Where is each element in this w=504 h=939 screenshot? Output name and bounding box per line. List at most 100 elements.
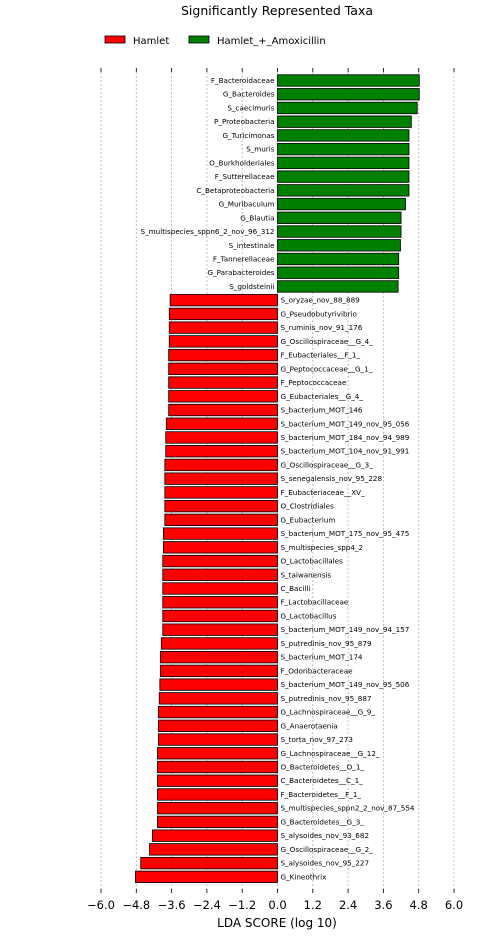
bars bbox=[135, 74, 420, 883]
bar bbox=[168, 390, 278, 403]
bar bbox=[157, 719, 278, 732]
x-tick-label: 3.6 bbox=[374, 898, 392, 912]
bar bbox=[162, 596, 278, 609]
legend: Hamlet Hamlet_+_Amoxicillin bbox=[104, 35, 326, 47]
bar-label: S_bacterium_MOT_104_nov_91_991 bbox=[281, 447, 410, 456]
bar bbox=[159, 678, 278, 691]
bar bbox=[164, 499, 278, 513]
bar bbox=[277, 266, 400, 279]
legend-label-hamlet-amoxicillin: Hamlet_+_Amoxicillin bbox=[217, 36, 326, 47]
bar bbox=[157, 705, 278, 719]
bar-label: G_Lachnospiraceae__G_12_ bbox=[281, 749, 380, 758]
bar bbox=[277, 115, 412, 128]
bar bbox=[157, 788, 278, 801]
bar bbox=[157, 733, 278, 746]
bar bbox=[277, 184, 410, 197]
bar-label: S_caecimuris bbox=[227, 103, 274, 112]
bar bbox=[157, 760, 278, 774]
bar bbox=[165, 445, 278, 458]
bar bbox=[149, 843, 278, 856]
bar bbox=[160, 664, 278, 678]
bar-label: S_multispecies_sppn6_2_nov_96_312 bbox=[141, 227, 275, 236]
bar bbox=[157, 815, 278, 829]
bar bbox=[168, 362, 278, 375]
bar-label: F_Eubacteriales__F_1_ bbox=[281, 351, 361, 360]
bar-label: S_bacterium_MOT_149_nov_94_157 bbox=[281, 625, 410, 634]
bar bbox=[160, 637, 278, 650]
bar-label: S_putredinis_nov_95_887 bbox=[281, 694, 372, 703]
bar-label: S_alysoides_nov_95_227 bbox=[281, 859, 370, 868]
x-axis: −6.0 −4.8 −3.6 −2.4 −1.2 0.0 1.2 2.4 3.6 4.8 6.0 bbox=[87, 68, 463, 912]
x-tick-label: −1.2 bbox=[228, 898, 256, 912]
bar bbox=[277, 129, 410, 142]
bar-label: G_Bacteroidetes__G_3_ bbox=[281, 817, 365, 826]
bar bbox=[165, 417, 278, 430]
bar bbox=[157, 802, 278, 815]
bar-label: G_Blautia bbox=[240, 213, 274, 222]
bar bbox=[277, 156, 410, 170]
bar-label: G_Oscillospiraceae__G_3_ bbox=[281, 460, 374, 469]
bar bbox=[162, 582, 278, 595]
bar-label: F_Peptococcaceae bbox=[281, 378, 347, 387]
bar bbox=[165, 431, 278, 444]
bar bbox=[277, 101, 418, 115]
bar-label: C_Bacilli bbox=[281, 584, 311, 593]
bar-label: G_Turicimonas bbox=[222, 131, 274, 140]
bar-label: G_Eubacteriales__G_4_ bbox=[281, 392, 364, 401]
bar-label: S_bacterium_MOT_146 bbox=[281, 406, 363, 415]
bar-label: F_Eubacteriaceae__XV_ bbox=[281, 488, 366, 497]
bar-label: O_Lactobacillales bbox=[281, 557, 344, 566]
bar bbox=[162, 568, 278, 581]
bar bbox=[277, 225, 402, 238]
bar-label: O_Bacteroidetes__O_1_ bbox=[281, 763, 365, 772]
bar-labels: F_Bacteroidaceae G_Bacteroides S_caecimuri… bbox=[141, 76, 415, 881]
bar-label: S_bacterium_MOT_149_nov_95_506 bbox=[281, 680, 410, 689]
bar bbox=[162, 623, 278, 636]
bar bbox=[277, 74, 420, 87]
bar-label: G_Oscillospiraceae__G_2_ bbox=[281, 845, 374, 854]
x-tick-label: −6.0 bbox=[87, 898, 115, 912]
bar-label: G_Eubacterium bbox=[281, 515, 336, 524]
bar-label: S_intestinale bbox=[229, 241, 275, 250]
x-tick-label: 1.2 bbox=[304, 898, 322, 912]
bar bbox=[277, 280, 399, 293]
bar bbox=[164, 513, 278, 527]
x-tick-label: −4.8 bbox=[122, 898, 150, 912]
bar-label: S_alysoides_nov_93_682 bbox=[281, 831, 370, 840]
x-tick-label: 4.8 bbox=[410, 898, 428, 912]
legend-label-hamlet: Hamlet bbox=[133, 36, 169, 47]
bar bbox=[164, 472, 278, 485]
bar-label: S_muris bbox=[246, 145, 275, 154]
bar-label: G_Peptococcaceae__G_1_ bbox=[281, 364, 373, 373]
bar-label: O_Burkholderiales bbox=[209, 158, 275, 167]
bar-label: G_Lactobacillus bbox=[281, 611, 337, 620]
legend-swatch-hamlet-amoxicillin bbox=[188, 35, 210, 44]
bar bbox=[162, 527, 278, 540]
bar bbox=[135, 870, 278, 883]
bar-label: G_Oscillospiraceae__G_4_ bbox=[281, 337, 374, 346]
bar bbox=[162, 554, 278, 568]
bar-label: G_Anaerotaenia bbox=[281, 721, 338, 730]
bar bbox=[277, 142, 410, 156]
bar-label: S_multispecies_spp4_2 bbox=[281, 543, 364, 552]
bar bbox=[157, 747, 278, 760]
bar-label: S_torta_nov_97_273 bbox=[281, 735, 353, 744]
bar-label: F_Odoribacteraceae bbox=[281, 666, 354, 675]
bar bbox=[168, 376, 278, 389]
x-axis-title: LDA SCORE (log 10) bbox=[217, 916, 337, 930]
bar bbox=[277, 252, 400, 266]
bar bbox=[277, 197, 406, 211]
bar-label: C_Bacteroidetes__C_1_ bbox=[281, 776, 364, 785]
bar bbox=[168, 307, 278, 321]
bar bbox=[162, 541, 278, 554]
bar-label: C_Betaproteobacteria bbox=[196, 186, 274, 195]
bar bbox=[277, 170, 410, 183]
bar bbox=[164, 486, 278, 499]
bar bbox=[277, 239, 401, 252]
bar bbox=[157, 774, 278, 787]
bar-label: G_Kineothrix bbox=[281, 872, 328, 881]
bar bbox=[168, 403, 278, 417]
bar bbox=[168, 335, 278, 348]
bar-label: S_goldsteinii bbox=[229, 282, 274, 291]
